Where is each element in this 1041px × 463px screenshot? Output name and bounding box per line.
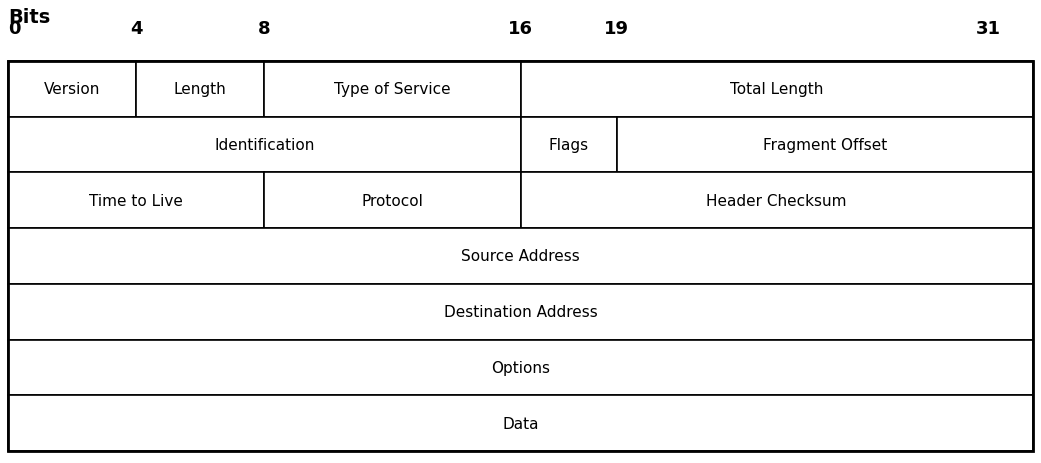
Bar [8, 62, 136, 118]
Bar [8, 340, 1033, 395]
Text: Version: Version [44, 82, 100, 97]
Bar [264, 173, 520, 229]
Bar [264, 62, 520, 118]
Text: 8: 8 [258, 20, 271, 38]
Text: 31: 31 [976, 20, 1001, 38]
Bar [520, 62, 1033, 118]
Text: Length: Length [174, 82, 227, 97]
Text: Protocol: Protocol [361, 194, 424, 208]
Text: Fragment Offset: Fragment Offset [763, 138, 887, 153]
Text: Header Checksum: Header Checksum [707, 194, 847, 208]
Text: 4: 4 [130, 20, 143, 38]
Text: Type of Service: Type of Service [334, 82, 451, 97]
Text: Bits: Bits [8, 8, 50, 27]
Text: Time to Live: Time to Live [90, 194, 183, 208]
Text: Source Address: Source Address [461, 249, 580, 264]
Bar [8, 229, 1033, 284]
Bar [8, 118, 520, 173]
Bar [8, 173, 264, 229]
Bar [520, 173, 1033, 229]
Text: Options: Options [491, 360, 550, 375]
Bar [8, 284, 1033, 340]
Text: Destination Address: Destination Address [443, 305, 598, 319]
Bar [520, 118, 616, 173]
Text: Data: Data [502, 416, 539, 431]
Text: Flags: Flags [549, 138, 588, 153]
Text: Identification: Identification [214, 138, 314, 153]
Bar [8, 62, 1033, 451]
Bar [136, 62, 264, 118]
Text: 16: 16 [508, 20, 533, 38]
Text: 19: 19 [604, 20, 629, 38]
Bar [616, 118, 1033, 173]
Text: Total Length: Total Length [730, 82, 823, 97]
Text: 0: 0 [8, 20, 21, 38]
Bar [8, 395, 1033, 451]
